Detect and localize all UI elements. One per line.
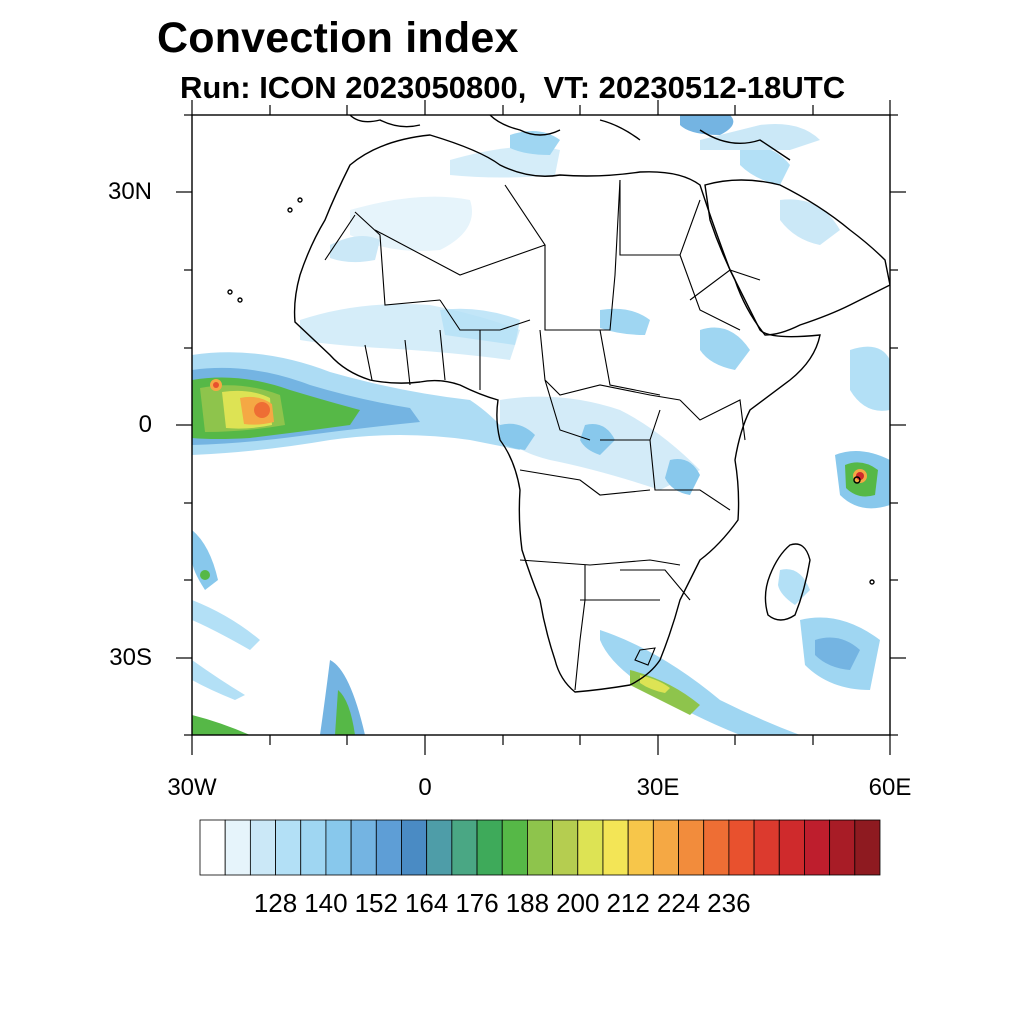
colorbar-label: 128: [253, 888, 298, 918]
colorbar-swatch: [652, 819, 679, 876]
lat-label-0: 0: [138, 411, 152, 438]
colorbar-swatch: [476, 819, 503, 876]
convection-field: [192, 115, 890, 735]
lon-label-0: 0: [418, 774, 432, 801]
colorbar-swatch: [426, 819, 453, 876]
colorbar-swatch: [602, 819, 629, 876]
colorbar-swatch: [829, 819, 856, 876]
colorbar-swatch: [678, 819, 705, 876]
colorbar: [199, 819, 881, 876]
colorbar-label: 176: [455, 888, 499, 918]
colorbar-swatch: [804, 819, 831, 876]
colorbar-label: 140: [304, 888, 348, 918]
colorbar-label: 224: [656, 888, 701, 918]
lat-label-30n: 30N: [107, 178, 152, 205]
colorbar-label: 236: [707, 888, 751, 918]
colorbar-swatch: [854, 819, 881, 876]
chart-subtitle: Run: ICON 2023050800, VT: 20230512-18UTC: [180, 70, 846, 105]
country-borders: [324, 179, 761, 691]
colorbar-swatch: [577, 819, 604, 876]
colorbar-label: 200: [556, 888, 600, 918]
colorbar-swatch: [703, 819, 730, 876]
colorbar-label: 164: [404, 888, 449, 918]
colorbar-swatch: [275, 819, 302, 876]
lon-label-30e: 30E: [636, 774, 680, 801]
colorbar-swatch: [249, 819, 276, 876]
colorbar-label: 188: [505, 888, 550, 918]
colorbar-swatch: [350, 819, 377, 876]
colorbar-swatch: [224, 819, 251, 876]
colorbar-swatch: [753, 819, 780, 876]
map-frame: [176, 100, 906, 755]
colorbar-swatch: [451, 819, 478, 876]
chart-title: Convection index: [157, 14, 519, 62]
colorbar-swatch: [325, 819, 352, 876]
colorbar-swatch: [401, 819, 428, 876]
colorbar-swatch: [728, 819, 755, 876]
colorbar-swatch: [501, 819, 528, 876]
colorbar-swatch: [375, 819, 402, 876]
colorbar-label: 212: [606, 888, 650, 918]
colorbar-swatch: [300, 819, 327, 876]
colorbar-swatch: [627, 819, 654, 876]
lon-label-60e: 60E: [868, 774, 912, 801]
coastlines: [227, 115, 890, 693]
colorbar-swatch: [552, 819, 579, 876]
lat-label-30s: 30S: [109, 644, 152, 671]
colorbar-swatch: [199, 819, 226, 876]
colorbar-swatch: [778, 819, 805, 876]
lon-label-30w: 30W: [167, 774, 217, 801]
colorbar-swatch: [527, 819, 553, 876]
colorbar-label: 152: [354, 888, 398, 918]
